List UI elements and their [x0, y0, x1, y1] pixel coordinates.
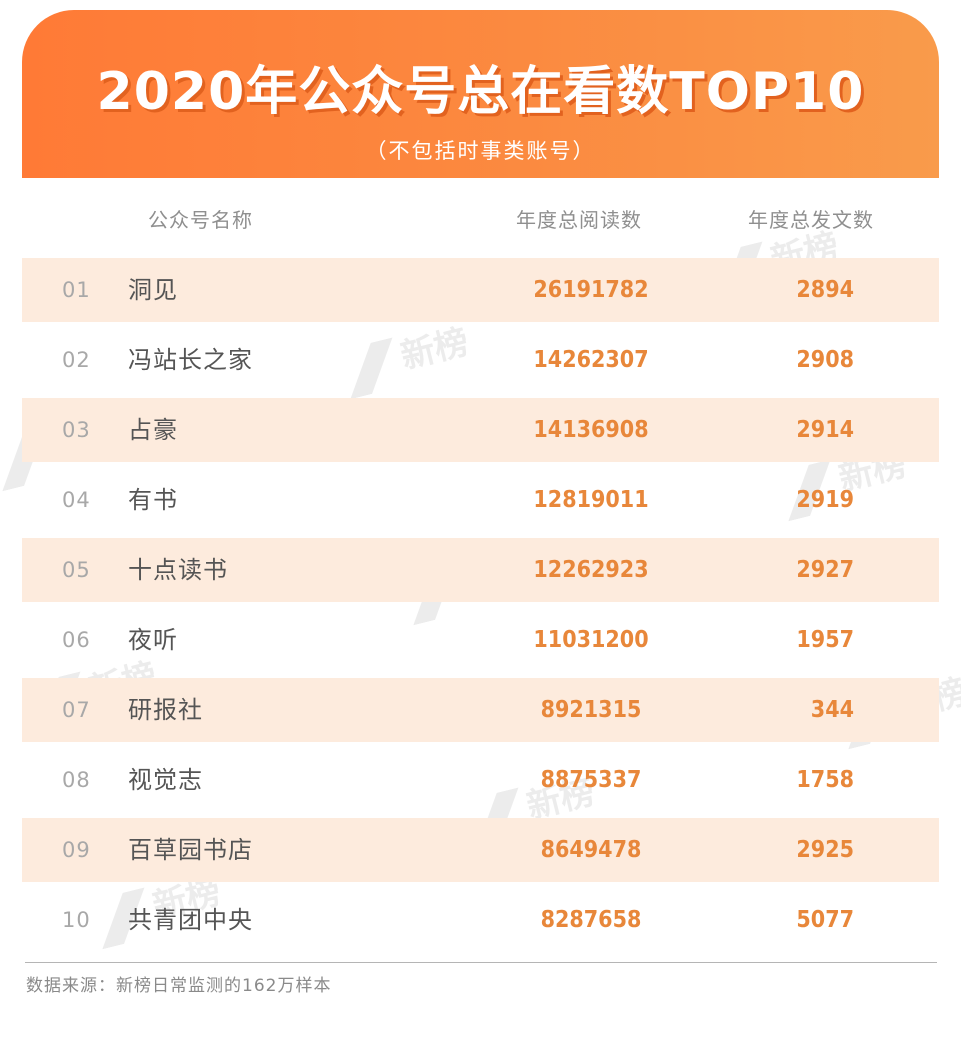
rank: 05 — [62, 558, 91, 582]
account-name: 研报社 — [128, 696, 203, 724]
rank: 09 — [62, 838, 91, 862]
annual-posts: 344 — [810, 697, 854, 723]
annual-reads: 14136908 — [533, 417, 649, 443]
annual-reads: 8875337 — [540, 767, 642, 793]
account-name: 百草园书店 — [128, 836, 253, 864]
account-name: 洞见 — [128, 276, 178, 304]
annual-posts: 2927 — [796, 557, 854, 583]
annual-reads: 14262307 — [533, 347, 649, 373]
rank: 02 — [62, 348, 91, 372]
annual-reads: 8921315 — [540, 697, 642, 723]
annual-reads: 11031200 — [533, 627, 649, 653]
table-row: 10 共青团中央 8287658 5077 — [22, 888, 939, 958]
table-row: 09 百草园书店 8649478 2925 — [22, 818, 939, 888]
table-row: 01 洞见 26191782 2894 — [22, 258, 939, 328]
rank: 01 — [62, 278, 91, 302]
table-row: 03 占豪 14136908 2914 — [22, 398, 939, 468]
account-name: 视觉志 — [128, 766, 203, 794]
account-name: 冯站长之家 — [128, 346, 253, 374]
annual-posts: 2908 — [796, 347, 854, 373]
annual-posts: 5077 — [796, 907, 854, 933]
column-header-name: 公众号名称 — [148, 208, 253, 232]
account-name: 夜听 — [128, 626, 178, 654]
table-row: 02 冯站长之家 14262307 2908 — [22, 328, 939, 398]
annual-reads: 12262923 — [533, 557, 649, 583]
annual-reads: 12819011 — [533, 487, 649, 513]
rank: 08 — [62, 768, 91, 792]
table-row: 04 有书 12819011 2919 — [22, 468, 939, 538]
table-row: 05 十点读书 12262923 2927 — [22, 538, 939, 608]
table-row: 08 视觉志 8875337 1758 — [22, 748, 939, 818]
account-name: 共青团中央 — [128, 906, 253, 934]
account-name: 占豪 — [128, 416, 178, 444]
rank: 07 — [62, 698, 91, 722]
rank: 03 — [62, 418, 91, 442]
column-header-posts: 年度总发文数 — [748, 208, 874, 232]
rank: 06 — [62, 628, 91, 652]
table-row: 06 夜听 11031200 1957 — [22, 608, 939, 678]
annual-reads: 26191782 — [533, 277, 649, 303]
page-title: 2020年公众号总在看数TOP10 — [96, 62, 865, 122]
annual-posts: 1758 — [796, 767, 854, 793]
title-banner: 2020年公众号总在看数TOP10 （不包括时事类账号） — [22, 10, 939, 178]
annual-reads: 8287658 — [540, 907, 642, 933]
data-source-note: 数据来源：新榜日常监测的162万样本 — [26, 976, 332, 996]
rank: 10 — [62, 908, 91, 932]
footer-divider — [25, 962, 937, 963]
annual-posts: 2925 — [796, 837, 854, 863]
annual-posts: 1957 — [796, 627, 854, 653]
account-name: 十点读书 — [128, 556, 228, 584]
rank: 04 — [62, 488, 91, 512]
ranking-table: 01 洞见 26191782 2894 02 冯站长之家 14262307 29… — [22, 258, 939, 958]
page-subtitle: （不包括时事类账号） — [365, 139, 596, 163]
annual-reads: 8649478 — [540, 837, 642, 863]
annual-posts: 2919 — [796, 487, 854, 513]
account-name: 有书 — [128, 486, 178, 514]
annual-posts: 2894 — [796, 277, 854, 303]
annual-posts: 2914 — [796, 417, 854, 443]
table-row: 07 研报社 8921315 344 — [22, 678, 939, 748]
column-header-reads: 年度总阅读数 — [516, 208, 642, 232]
